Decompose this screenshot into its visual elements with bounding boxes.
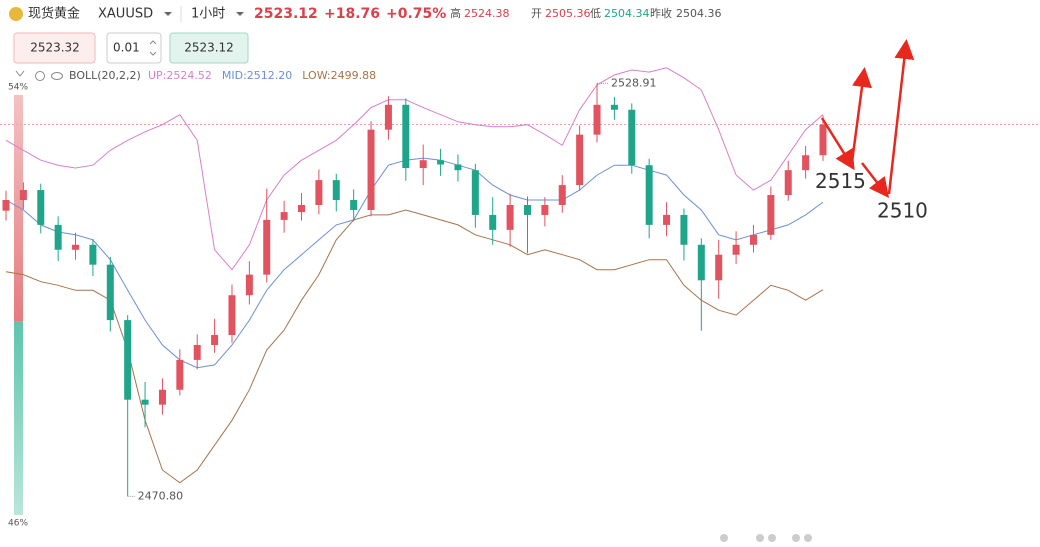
visibility-icon[interactable] [51, 72, 63, 80]
candle-body [193, 344, 201, 360]
buy-price[interactable]: 2523.12 [184, 41, 234, 55]
indicator-name: BOLL(20,2,2) [69, 69, 141, 82]
candle-body [471, 170, 479, 215]
candle-body [211, 335, 219, 345]
open-label: 开 [531, 7, 542, 20]
gold-icon [9, 7, 23, 21]
candle-body [419, 160, 427, 169]
prev-close-label: 昨收 [650, 6, 672, 20]
candle-body [280, 212, 288, 220]
arrow [861, 162, 890, 198]
dropdown-arrow[interactable] [236, 12, 244, 16]
candle-body [2, 200, 10, 211]
candle-body [384, 104, 392, 130]
candle-body [593, 104, 601, 135]
bollinger-band [5, 67, 824, 271]
change-pct: +0.75% [386, 6, 446, 22]
candle-body [72, 244, 80, 250]
candle-body [141, 399, 149, 405]
settings-icon[interactable] [35, 71, 45, 81]
candle-body [245, 274, 253, 296]
candle-body [124, 320, 132, 400]
arrow [887, 39, 915, 195]
candle-body [732, 244, 740, 255]
open-value: 2505.36 [545, 7, 591, 20]
candle-body [332, 180, 340, 201]
prev-close-value: 2504.36 [676, 7, 722, 20]
candle-body [802, 155, 810, 171]
high-label: 高 [450, 6, 461, 20]
candle-body [576, 134, 584, 186]
candle-body [298, 204, 306, 213]
candle-body [228, 295, 236, 336]
candle-body [558, 185, 566, 205]
candle-body [506, 204, 514, 230]
candle-body [106, 264, 114, 321]
candle-body [645, 165, 653, 225]
annotation: 2515 [815, 169, 866, 193]
candle-body [697, 244, 705, 281]
candle-body [784, 170, 792, 196]
interval[interactable]: 1小时 [191, 7, 225, 22]
candle-body [715, 254, 723, 281]
sentiment-bottom-label: 46% [8, 519, 28, 529]
candle-body [89, 244, 97, 265]
bollinger-band [5, 157, 824, 369]
candle-body [541, 204, 549, 215]
candle-body [628, 109, 636, 166]
candle-body [54, 224, 62, 250]
candle-body [610, 104, 618, 110]
legend-entry: LOW:2499.88 [302, 69, 376, 82]
annotation: 2510 [877, 198, 928, 222]
candle-body [663, 214, 671, 225]
lots-value[interactable]: 0.01 [113, 41, 140, 55]
symbol[interactable]: XAUUSD [98, 7, 153, 22]
last-price: 2523.12 [254, 6, 318, 22]
candle-body [523, 204, 531, 215]
min-price-label: 2470.80 [138, 489, 184, 502]
low-label: 低 [590, 7, 601, 20]
candle-body [680, 214, 688, 245]
candle-body [489, 214, 497, 230]
arrow [850, 67, 872, 163]
legend-entry: UP:2524.52 [148, 69, 212, 82]
lots-input[interactable] [106, 32, 162, 64]
max-price-label: 2528.91 [611, 76, 657, 89]
bottom-icons [720, 534, 812, 542]
collapse-icon[interactable] [15, 70, 25, 77]
spinner[interactable] [149, 40, 157, 56]
candle-body [37, 190, 45, 225]
candle-body [263, 219, 271, 275]
buy-button[interactable] [169, 32, 249, 64]
candle-body [402, 104, 410, 169]
candle-body [767, 195, 775, 235]
sentiment-top-label: 54% [8, 83, 28, 93]
arrow [820, 117, 855, 171]
sentiment-bottom-bar [14, 321, 23, 515]
candle-body [454, 164, 462, 171]
candle-body [749, 234, 757, 245]
low-value: 2504.34 [604, 7, 650, 20]
candle-body [819, 124, 827, 156]
candle-body [350, 200, 358, 210]
sell-price[interactable]: 2523.32 [30, 41, 80, 55]
candle-body [19, 190, 27, 201]
dropdown-arrow[interactable] [164, 12, 172, 16]
change: +18.76 [324, 6, 380, 22]
instrument-name[interactable]: 现货黄金 [28, 6, 80, 22]
candle-body [437, 160, 445, 165]
sell-button[interactable] [13, 32, 96, 64]
candle-body [176, 359, 184, 390]
candle-body [315, 180, 323, 205]
legend-entry: MID:2512.20 [222, 69, 292, 82]
candle-body [158, 389, 166, 405]
sentiment-top-bar [14, 95, 23, 322]
high-value: 2524.38 [464, 7, 510, 20]
candle-body [367, 129, 375, 210]
bollinger-band [5, 209, 824, 484]
